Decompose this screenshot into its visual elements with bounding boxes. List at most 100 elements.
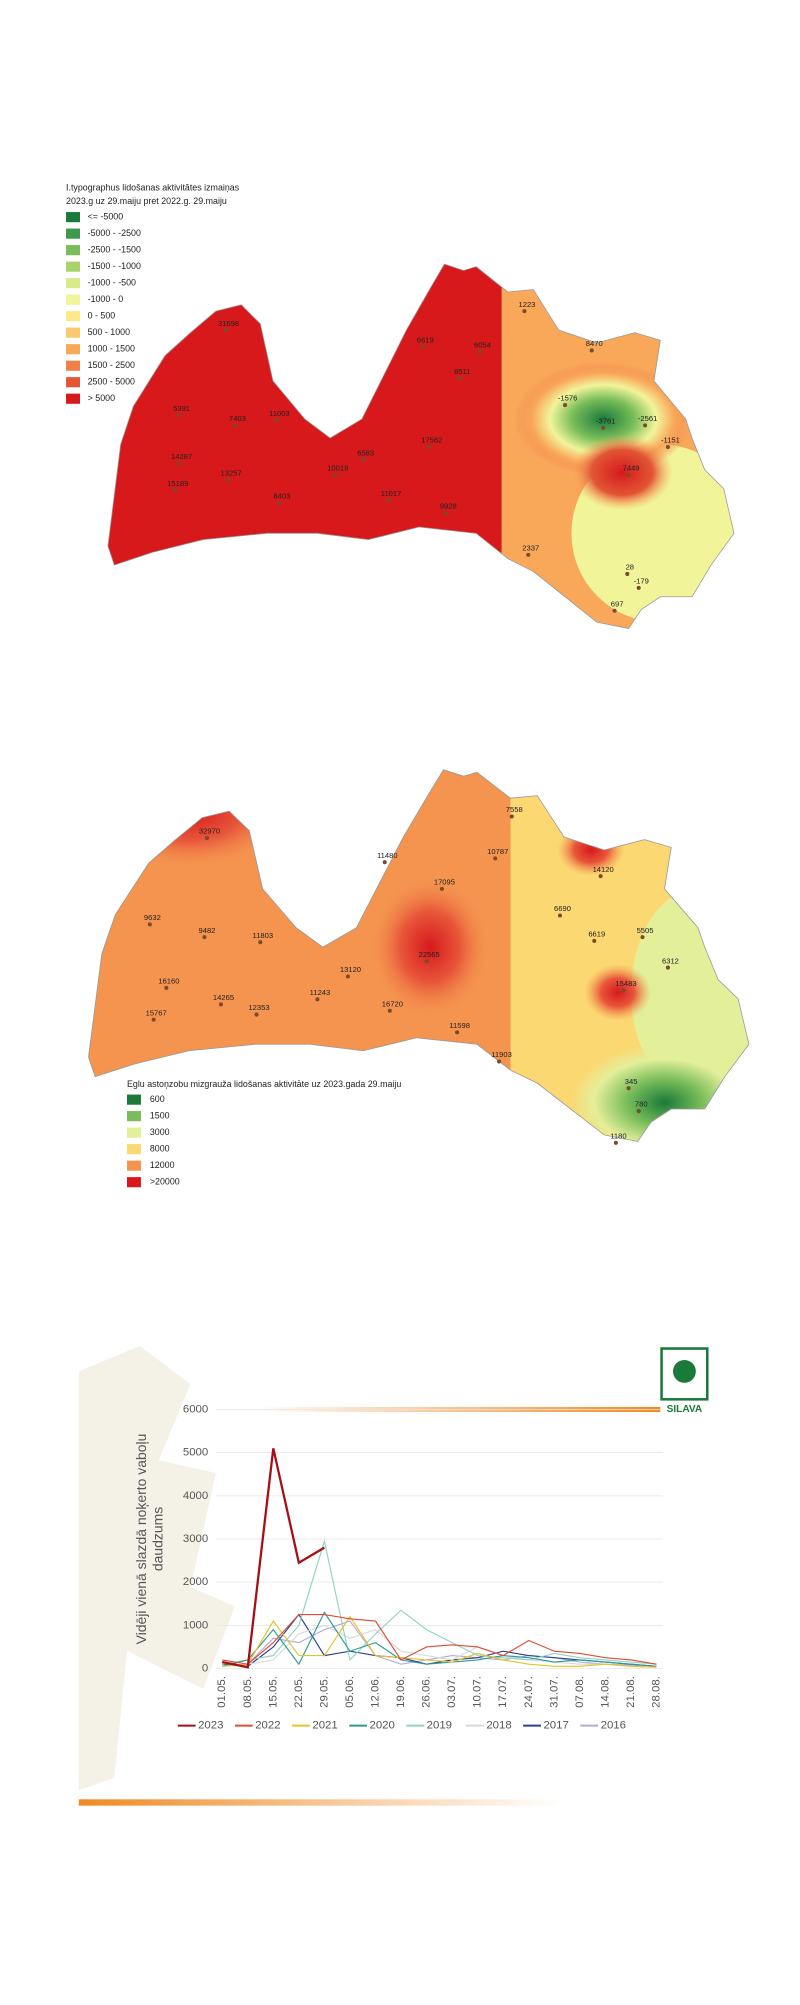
legend-label: > 5000 [88, 393, 115, 403]
y-tick-label: 5000 [183, 1447, 208, 1459]
legend-label: 600 [150, 1094, 165, 1104]
legend-swatch [66, 393, 80, 404]
point-label: 17562 [421, 436, 442, 445]
trap-point [439, 886, 444, 891]
legend-swatch [66, 278, 80, 289]
x-tick-label: 31.07. [548, 1676, 560, 1708]
series-line [222, 1613, 657, 1665]
legend-swatch [66, 212, 80, 223]
point-label: 7558 [506, 805, 523, 814]
y-tick-label: 6000 [183, 1403, 208, 1415]
trap-point [424, 959, 429, 964]
x-tick-label: 19.06. [395, 1676, 407, 1708]
legend-label: -5000 - -2500 [88, 228, 141, 238]
point-label: 9482 [199, 926, 216, 935]
y-tick-label: 0 [202, 1663, 208, 1675]
trap-point [177, 461, 182, 466]
legend-title: I.typographus lidošanas aktivitātes izma… [66, 182, 240, 192]
trap-point [477, 349, 483, 354]
trap-point [254, 1012, 259, 1017]
point-label: 6619 [417, 335, 434, 344]
point-label: 5505 [637, 926, 654, 935]
legend-swatch [66, 377, 80, 388]
x-tick-label: 01.05. [216, 1676, 228, 1708]
trap-point [626, 1086, 631, 1091]
series-line [221, 1448, 325, 1669]
orange-bar [78, 1799, 562, 1806]
trap-point [522, 309, 527, 314]
trap-point [361, 457, 366, 462]
x-tick-label: 29.05. [318, 1676, 330, 1708]
trap-point [526, 552, 531, 557]
point-label: 17095 [434, 878, 455, 887]
legend-label: 2016 [601, 1720, 626, 1732]
x-tick-label: 05.06. [344, 1676, 356, 1708]
trap-point [420, 344, 425, 349]
trap-point [613, 1140, 618, 1145]
point-label: 15483 [615, 979, 636, 988]
x-tick-label: 28.08. [651, 1676, 663, 1708]
point-label: 8511 [454, 367, 470, 376]
trap-point [173, 488, 178, 493]
legend-label: 1500 [150, 1110, 170, 1120]
y-tick-label: 2000 [183, 1576, 208, 1588]
legend-label: >20000 [150, 1177, 180, 1187]
legend-label: 2018 [486, 1720, 511, 1732]
point-label: 14265 [213, 993, 234, 1002]
legend-label: 2022 [255, 1720, 280, 1732]
point-label: 6312 [662, 956, 679, 965]
legend-label: -2500 - -1500 [88, 244, 141, 254]
point-label: 8403 [273, 492, 290, 501]
legend-title: Eglu astoņzobu mizgrauža lidošanas aktiv… [127, 1079, 401, 1089]
point-label: 14120 [593, 865, 614, 874]
trap-point [612, 608, 617, 613]
trap-point [382, 860, 387, 865]
point-label: 14287 [171, 452, 192, 461]
y-tick-label: 3000 [183, 1533, 208, 1545]
point-label: -2561 [638, 414, 657, 423]
point-label: 6054 [474, 340, 492, 349]
legend-title: 2023.g uz 29.maiju pret 2022.g. 29.maiju [66, 196, 227, 206]
logo-tree [672, 1359, 696, 1383]
trap-point [601, 425, 606, 430]
point-label: 1223 [518, 300, 535, 309]
point-label: 697 [611, 599, 624, 608]
legend-swatch [66, 294, 80, 305]
trap-point [387, 1008, 392, 1013]
point-label: 10018 [327, 464, 348, 473]
legend-label: 0 - 500 [88, 311, 116, 321]
legend-label: -1500 - -1000 [88, 261, 141, 271]
legend-label: 2500 - 5000 [88, 377, 135, 387]
legend-label: 2023 [198, 1720, 223, 1732]
y-axis-label: Vidēji vienā slazdā noķerto vaboļu [133, 1434, 149, 1645]
point-label: 11003 [269, 409, 290, 418]
trap-point [177, 413, 182, 418]
legend-label: 8000 [150, 1144, 170, 1154]
legend-swatch [66, 261, 80, 272]
legend-label: 2017 [543, 1720, 568, 1732]
point-label: 5391 [173, 404, 190, 413]
point-label: 12353 [248, 1003, 269, 1012]
trap-point [232, 423, 237, 428]
trap-point [345, 974, 350, 979]
point-label: 11480 [377, 851, 398, 860]
point-label: 32970 [199, 827, 220, 836]
x-tick-label: 26.06. [421, 1676, 433, 1708]
trap-point [493, 856, 498, 861]
trap-point [636, 1109, 641, 1114]
point-label: -1151 [661, 436, 680, 445]
y-axis-label: daudzums [149, 1507, 165, 1571]
trap-point [626, 472, 631, 477]
point-label: 7449 [623, 464, 640, 473]
trap-point [258, 940, 263, 945]
legend-swatch [66, 245, 80, 256]
point-label: 15189 [167, 479, 188, 488]
trap-point [218, 1002, 223, 1007]
trap-point [277, 500, 282, 505]
trap-point [589, 348, 594, 353]
legend-label: <= -5000 [88, 211, 124, 221]
trap-point [625, 571, 630, 576]
trap-point [557, 913, 563, 918]
